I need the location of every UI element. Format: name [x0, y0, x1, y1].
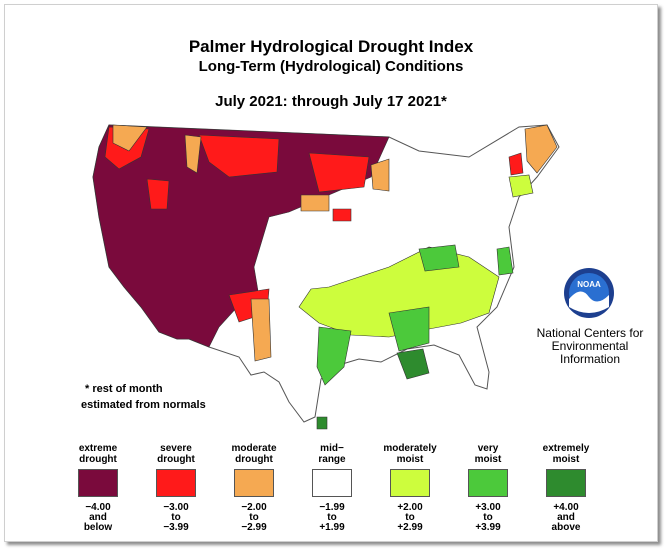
org-line-3: Information [559, 352, 621, 366]
region-extremely-moist-tx-coast [316, 416, 328, 430]
noaa-logo-icon: NOAA [564, 268, 614, 318]
region-moderate-drought-ne [300, 194, 330, 212]
legend-item-very-moist: very moist +3.00 to +3.99 [453, 441, 523, 533]
region-very-moist-oh [418, 244, 460, 272]
legend-swatch [390, 469, 430, 497]
region-very-moist-tx [316, 326, 352, 386]
region-severe-drought-nd [308, 152, 370, 193]
legend-swatch [546, 469, 586, 497]
legend-swatch [234, 469, 274, 497]
legend-item-extremely-moist: extremely moist +4.00 and above [542, 443, 590, 533]
region-severe-drought-ia [332, 208, 352, 222]
noaa-logo-text: NOAA [577, 280, 601, 289]
note-rest-of-month: * rest of month [85, 383, 163, 395]
map-period: July 2021: through July 17 2021* [215, 93, 447, 110]
org-line-2: Environmental [551, 339, 629, 353]
region-severe-drought-vt [508, 152, 524, 176]
region-severe-drought-mt [198, 134, 280, 178]
region-moderate-drought-nm [250, 298, 272, 362]
region-severe-drought-or [146, 178, 170, 210]
region-very-moist-ms [388, 306, 430, 352]
legend-item-severe-drought: severe drought −3.00 to −3.99 [156, 443, 196, 533]
org-line-1: National Centers for [536, 326, 644, 340]
map-title: Palmer Hydrological Drought Index [188, 37, 474, 56]
legend-swatch [78, 469, 118, 497]
region-very-moist-va [496, 246, 514, 276]
region-moderately-moist-ne [508, 174, 534, 198]
region-moderate-drought-mn [370, 158, 390, 192]
note-estimated: estimated from normals [81, 399, 206, 411]
legend-item-moderate-drought: moderate drought −2.00 to −2.99 [231, 443, 277, 533]
legend: extreme drought −4.00 and below severe droug… [63, 441, 623, 537]
region-moderate-drought-id [184, 134, 202, 174]
legend-item-mid-range: mid− range −1.99 to +1.99 [297, 441, 367, 533]
us-drought-map [92, 124, 560, 430]
region-extreme-drought-west [92, 124, 390, 348]
region-moderate-drought-me [524, 124, 558, 174]
region-moderate-drought-wa [112, 124, 148, 152]
legend-item-moderately-moist: moderately moist +2.00 to +2.99 [383, 443, 437, 533]
legend-item-extreme-drought: extreme drought −4.00 and below [78, 443, 118, 533]
map-frame: Palmer Hydrological Drought Index Long-T… [4, 4, 658, 542]
map-subtitle: Long-Term (Hydrological) Conditions [198, 58, 464, 75]
legend-swatch [468, 469, 508, 497]
legend-swatch [156, 469, 196, 497]
legend-swatch [312, 469, 352, 497]
org-name: National Centers for Environmental Infor… [535, 327, 645, 366]
region-extremely-moist-la [396, 348, 430, 380]
